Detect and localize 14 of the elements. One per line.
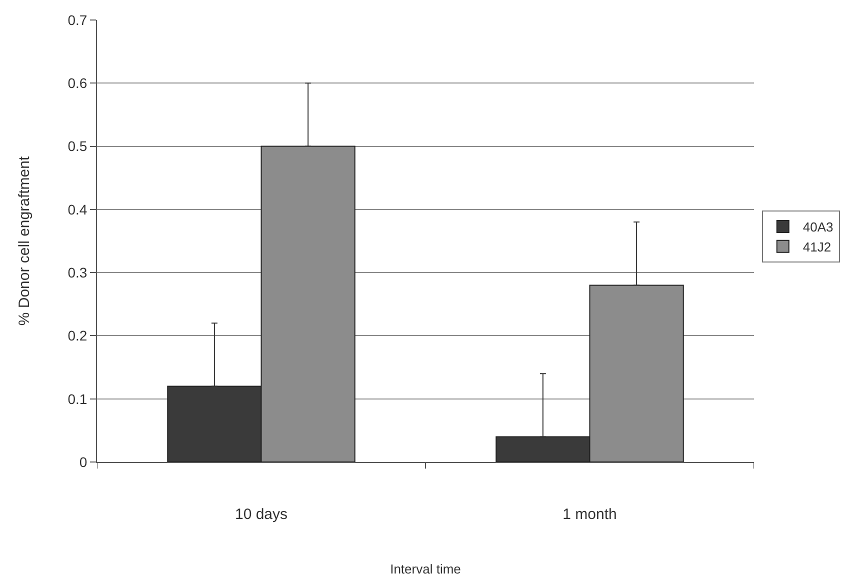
legend-label: 40A3: [802, 220, 834, 235]
x-tick-label: 10 days: [234, 506, 288, 523]
y-tick-label: 0.3: [68, 264, 88, 280]
y-tick-label: 0.2: [68, 328, 88, 344]
x-axis-title: Interval time: [390, 562, 461, 577]
y-tick-label: 0.5: [68, 138, 88, 154]
y-tick-label: 0.4: [68, 201, 88, 218]
y-tick-label: 0.1: [68, 390, 88, 407]
legend-label: 41J2: [802, 240, 832, 254]
y-tick-label: 0: [79, 454, 88, 470]
y-tick-label: 0.7: [68, 12, 88, 28]
x-tick-label: 1 month: [562, 506, 617, 523]
y-tick-label: 0.6: [68, 75, 88, 92]
y-axis-title: % Donor cell engraftment: [16, 156, 33, 326]
